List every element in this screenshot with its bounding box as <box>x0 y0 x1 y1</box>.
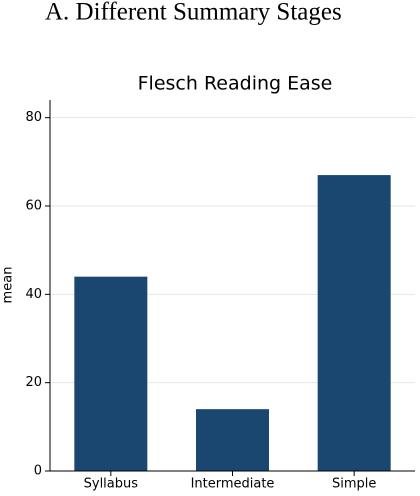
panel-heading: A. Different Summary Stages <box>45 0 342 26</box>
y-tick-label: 80 <box>25 110 42 125</box>
y-tick-label: 40 <box>25 287 42 302</box>
x-tick-label: Simple <box>332 477 376 492</box>
y-tick-label: 0 <box>34 464 42 479</box>
y-tick-label: 20 <box>25 375 42 390</box>
bar <box>317 175 391 472</box>
x-tick-label: Intermediate <box>191 477 275 492</box>
bar <box>74 276 148 471</box>
chart-title: Flesch Reading Ease <box>138 73 333 95</box>
y-axis-label: mean <box>1 267 16 304</box>
y-tick-label: 60 <box>25 199 42 214</box>
bar <box>196 409 269 471</box>
x-tick-label: Syllabus <box>84 477 139 492</box>
